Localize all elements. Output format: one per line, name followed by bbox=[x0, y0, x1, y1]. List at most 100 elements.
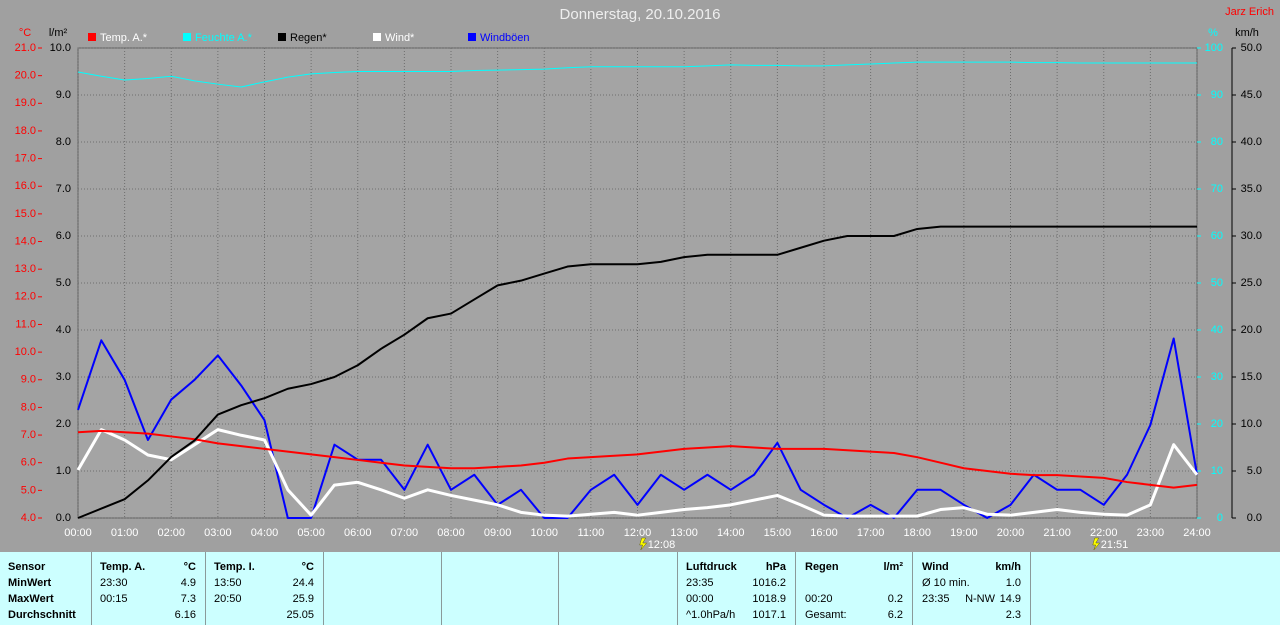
series-line bbox=[77, 429, 1198, 489]
legend-label: Windböen bbox=[480, 32, 530, 44]
table-cell: 2.3 bbox=[1005, 609, 1021, 621]
annotation-icon bbox=[639, 537, 648, 551]
y-tick-label: 18.0 bbox=[15, 125, 36, 137]
y-tick-label: 19.0 bbox=[15, 97, 36, 109]
separator bbox=[205, 552, 206, 625]
y3-tick-label: 50 bbox=[1211, 277, 1223, 289]
y3-tick-label: 80 bbox=[1211, 136, 1223, 148]
table-header: l/m² bbox=[883, 561, 903, 573]
x-tick-label: 18:00 bbox=[903, 527, 931, 539]
y3-tick-label: 60 bbox=[1211, 230, 1223, 242]
x-tick-label: 24:00 bbox=[1183, 527, 1211, 539]
y2-tick-label: 8.0 bbox=[56, 136, 71, 148]
table-header: Temp. A. bbox=[100, 561, 146, 573]
y4-tick-label: 50.0 bbox=[1241, 42, 1262, 54]
table-cell: 25.9 bbox=[292, 593, 314, 605]
y-tick-label: 9.0 bbox=[21, 374, 36, 386]
table-header: Luftdruck bbox=[686, 561, 737, 573]
series-line bbox=[77, 225, 1197, 519]
y2-tick-label: 0.0 bbox=[56, 512, 71, 524]
table-cell: 6.2 bbox=[887, 609, 903, 621]
table-cell: 7.3 bbox=[180, 593, 196, 605]
y3-tick-label: 30 bbox=[1211, 371, 1223, 383]
y-tick-label: 11.0 bbox=[15, 318, 36, 330]
separator bbox=[91, 552, 92, 625]
table-cell: 14.9 bbox=[999, 593, 1021, 605]
x-tick-label: 03:00 bbox=[204, 527, 232, 539]
legend-swatch bbox=[373, 33, 381, 41]
y2-tick-label: 6.0 bbox=[56, 230, 71, 242]
table-header: °C bbox=[301, 561, 314, 573]
y-tick-label: 15.0 bbox=[15, 208, 36, 220]
table-cell: 1017.1 bbox=[752, 609, 786, 621]
axis-unit: °C bbox=[19, 27, 31, 39]
y3-tick-label: 10 bbox=[1211, 465, 1223, 477]
y2-tick-label: 10.0 bbox=[50, 42, 71, 54]
legend-swatch bbox=[468, 33, 476, 41]
x-tick-label: 12:00 bbox=[624, 527, 652, 539]
annotation-label: 21:51 bbox=[1101, 539, 1129, 551]
y3-tick-label: 40 bbox=[1211, 324, 1223, 336]
table-header: °C bbox=[183, 561, 196, 573]
chart: Donnerstag, 20.10.2016 Jarz Erich °C l/m… bbox=[15, 6, 1274, 551]
table-cell: 1.0 bbox=[1005, 577, 1021, 589]
y3-tick-label: 0 bbox=[1217, 512, 1223, 524]
author: Jarz Erich bbox=[1225, 6, 1274, 18]
legend-label: Wind* bbox=[385, 32, 415, 44]
x-tick-label: 13:00 bbox=[670, 527, 698, 539]
y-tick-label: 8.0 bbox=[21, 401, 36, 413]
table-header: Durchschnitt bbox=[8, 609, 76, 621]
x-tick-label: 04:00 bbox=[251, 527, 279, 539]
separator bbox=[441, 552, 442, 625]
series-line bbox=[76, 428, 1199, 518]
y4-tick-label: 10.0 bbox=[1241, 418, 1262, 430]
axis-unit: km/h bbox=[1235, 27, 1259, 39]
series-line bbox=[77, 61, 1197, 88]
table-header: Wind bbox=[922, 561, 949, 573]
x-tick-label: 19:00 bbox=[950, 527, 978, 539]
x-tick-label: 20:00 bbox=[997, 527, 1025, 539]
separator bbox=[795, 552, 796, 625]
separator bbox=[558, 552, 559, 625]
separator bbox=[912, 552, 913, 625]
y4-tick-label: 40.0 bbox=[1241, 136, 1262, 148]
table-header: Sensor bbox=[8, 561, 46, 573]
x-tick-label: 10:00 bbox=[530, 527, 558, 539]
separator bbox=[1030, 552, 1031, 625]
x-tick-label: 08:00 bbox=[437, 527, 465, 539]
table-header: hPa bbox=[765, 561, 786, 573]
table-header: Temp. I. bbox=[214, 561, 255, 573]
legend-swatch bbox=[278, 33, 286, 41]
y-tick-label: 10.0 bbox=[15, 346, 36, 358]
y2-tick-label: 9.0 bbox=[56, 89, 71, 101]
y4-tick-label: 25.0 bbox=[1241, 277, 1262, 289]
x-tick-label: 06:00 bbox=[344, 527, 372, 539]
y3-tick-label: 20 bbox=[1211, 418, 1223, 430]
x-tick-label: 23:00 bbox=[1137, 527, 1165, 539]
table-cell: 24.4 bbox=[292, 577, 314, 589]
x-tick-label: 17:00 bbox=[857, 527, 885, 539]
table-cell: 20:50 bbox=[214, 593, 242, 605]
annotation-label: 12:08 bbox=[648, 539, 676, 551]
x-tick-label: 00:00 bbox=[64, 527, 92, 539]
table-cell: 6.16 bbox=[174, 609, 196, 621]
y2-tick-label: 5.0 bbox=[56, 277, 71, 289]
table-cell: Gesamt: bbox=[805, 609, 847, 621]
y4-tick-label: 20.0 bbox=[1241, 324, 1262, 336]
y3-tick-label: 90 bbox=[1211, 89, 1223, 101]
table-cell: ^1.0hPa/h bbox=[686, 609, 736, 621]
y-tick-label: 13.0 bbox=[15, 263, 36, 275]
y4-tick-label: 0.0 bbox=[1247, 512, 1262, 524]
y2-tick-label: 3.0 bbox=[56, 371, 71, 383]
table-cell: 13:50 bbox=[214, 577, 242, 589]
table-cell: Ø 10 min. bbox=[922, 577, 970, 589]
y-tick-label: 7.0 bbox=[21, 429, 36, 441]
y3-tick-label: 100 bbox=[1205, 42, 1223, 54]
axis-unit: % bbox=[1208, 27, 1218, 39]
x-tick-label: 05:00 bbox=[297, 527, 325, 539]
table-cell: N-NW bbox=[965, 593, 995, 605]
table-header: MaxWert bbox=[8, 593, 54, 605]
x-tick-label: 21:00 bbox=[1043, 527, 1071, 539]
y-tick-label: 5.0 bbox=[21, 484, 36, 496]
